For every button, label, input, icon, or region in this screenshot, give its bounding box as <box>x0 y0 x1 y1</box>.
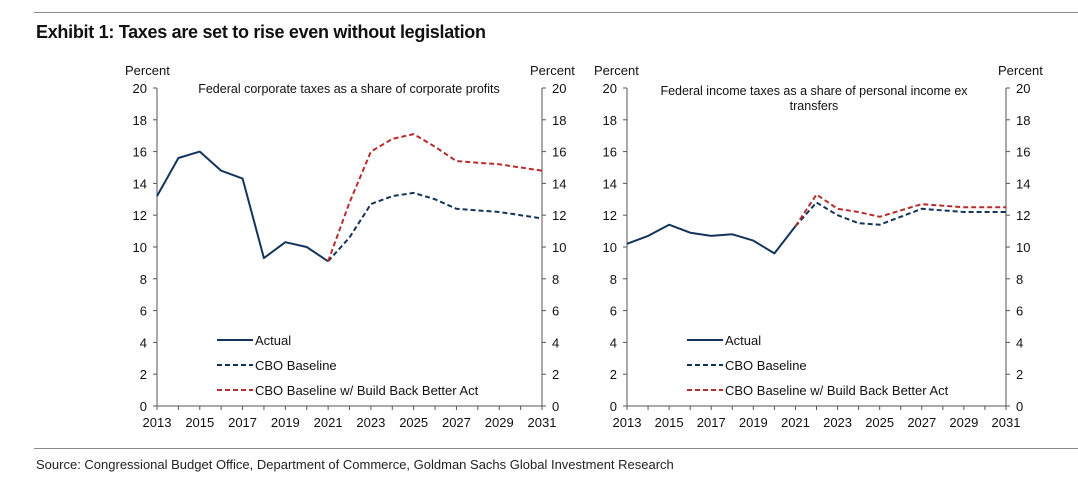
chart1-xtick-label: 2021 <box>314 415 343 430</box>
chart2-ylabel-right: Percent <box>998 63 1043 78</box>
chart1-ytick-label-right: 14 <box>552 176 566 191</box>
chart1-xtick-label: 2025 <box>399 415 428 430</box>
chart1-ytick-label-right: 18 <box>552 113 566 128</box>
chart2-legend-label-2: CBO Baseline <box>725 358 807 373</box>
chart2-xtick-label: 2023 <box>823 415 852 430</box>
chart1-ytick-label-right: 4 <box>552 335 559 350</box>
chart1-ytick-label-right: 20 <box>552 81 566 96</box>
chart2-ytick-label-right: 2 <box>1016 367 1023 382</box>
chart1-xtick-label: 2017 <box>228 415 257 430</box>
chart1-ytick-label-left: 8 <box>140 272 147 287</box>
chart1-ytick-label-right: 8 <box>552 272 559 287</box>
chart2-ytick-label-left: 0 <box>610 399 617 414</box>
chart2-ytick-label-left: 6 <box>610 304 617 319</box>
chart2-xtick-label: 2015 <box>655 415 684 430</box>
chart1-ytick-label-left: 16 <box>133 145 147 160</box>
chart2-ytick-label-right: 8 <box>1016 272 1023 287</box>
chart1-ytick-label-left: 4 <box>140 335 147 350</box>
chart1-xtick-label: 2023 <box>356 415 385 430</box>
chart1-series-1-line <box>156 150 329 263</box>
chart1-xtick-label: 2013 <box>143 415 172 430</box>
chart2-ytick-label-left: 2 <box>610 367 617 382</box>
chart2-ytick-label-left: 12 <box>603 208 617 223</box>
chart2-title-line: Federal income taxes as a share of perso… <box>660 84 968 98</box>
chart2-title-line: transfers <box>790 99 839 113</box>
chart2-series-2-line <box>794 201 1006 227</box>
chart2-legend-label-1: Actual <box>725 333 761 348</box>
chart1-xtick-label: 2029 <box>485 415 514 430</box>
chart2-ytick-label-right: 6 <box>1016 304 1023 319</box>
chart2-ytick-label-left: 14 <box>603 176 617 191</box>
chart2-ytick-label-left: 18 <box>603 113 617 128</box>
chart2-xtick-label: 2029 <box>949 415 978 430</box>
chart2-ytick-label-left: 20 <box>603 81 617 96</box>
chart2-series-1-line <box>626 223 797 255</box>
chart1-ylabel-left: Percent <box>125 63 170 78</box>
chart1-ytick-label-left: 2 <box>140 367 147 382</box>
chart2-ytick-label-right: 18 <box>1016 113 1030 128</box>
bottom-rule <box>34 448 1078 449</box>
chart1-ytick-label-left: 10 <box>133 240 147 255</box>
chart1-title-line: Federal corporate taxes as a share of co… <box>198 82 500 96</box>
chart2-ytick-label-right: 10 <box>1016 240 1030 255</box>
source-note: Source: Congressional Budget Office, Dep… <box>36 457 674 472</box>
chart2-ytick-label-right: 12 <box>1016 208 1030 223</box>
chart2-xtick-label: 2013 <box>613 415 642 430</box>
chart2-xtick-label: 2017 <box>697 415 726 430</box>
chart2-ytick-label-right: 4 <box>1016 335 1023 350</box>
chart1-series-3-line <box>327 133 543 262</box>
chart1-ytick-label-left: 0 <box>140 399 147 414</box>
chart2-ytick-label-left: 16 <box>603 145 617 160</box>
chart1-xtick-label: 2031 <box>528 415 557 430</box>
chart2-ytick-label-left: 4 <box>610 335 617 350</box>
chart1-ytick-label-right: 12 <box>552 208 566 223</box>
chart2-ytick-label-right: 0 <box>1016 399 1023 414</box>
chart1-series-2-line <box>327 191 543 262</box>
chart2-ytick-label-right: 14 <box>1016 176 1030 191</box>
chart1-legend-label-2: CBO Baseline <box>255 358 337 373</box>
chart2-ytick-label-right: 16 <box>1016 145 1030 160</box>
chart2-xtick-label: 2021 <box>781 415 810 430</box>
chart1-ytick-label-right: 10 <box>552 240 566 255</box>
chart1-ytick-label-left: 6 <box>140 304 147 319</box>
chart1-ytick-label-right: 0 <box>552 399 559 414</box>
chart1-ylabel-right: Percent <box>530 63 575 78</box>
chart1-xtick-label: 2019 <box>271 415 300 430</box>
chart1-xtick-label: 2015 <box>185 415 214 430</box>
chart2-ytick-label-left: 10 <box>603 240 617 255</box>
chart2-legend-label-3: CBO Baseline w/ Build Back Better Act <box>725 383 949 398</box>
chart1-legend-label-3: CBO Baseline w/ Build Back Better Act <box>255 383 479 398</box>
chart1-ytick-label-left: 20 <box>133 81 147 96</box>
chart1-ytick-label-left: 12 <box>133 208 147 223</box>
chart1-xtick-label: 2027 <box>442 415 471 430</box>
chart2-xtick-label: 2031 <box>992 415 1021 430</box>
chart2-xtick-label: 2027 <box>907 415 936 430</box>
chart2-xtick-label: 2025 <box>865 415 894 430</box>
chart1-legend-label-1: Actual <box>255 333 291 348</box>
chart2-ytick-label-left: 8 <box>610 272 617 287</box>
chart2-ylabel-left: Percent <box>594 63 639 78</box>
chart2-xtick-label: 2019 <box>739 415 768 430</box>
chart1-ytick-label-left: 14 <box>133 176 147 191</box>
chart1-ytick-label-left: 18 <box>133 113 147 128</box>
chart1-ytick-label-right: 16 <box>552 145 566 160</box>
chart1-ytick-label-right: 6 <box>552 304 559 319</box>
chart1-ytick-label-right: 2 <box>552 367 559 382</box>
chart2-ytick-label-right: 20 <box>1016 81 1030 96</box>
chart2-group <box>623 87 1010 410</box>
top-rule <box>34 12 1078 13</box>
chart1-group <box>153 87 546 410</box>
exhibit-title: Exhibit 1: Taxes are set to rise even wi… <box>36 22 486 42</box>
